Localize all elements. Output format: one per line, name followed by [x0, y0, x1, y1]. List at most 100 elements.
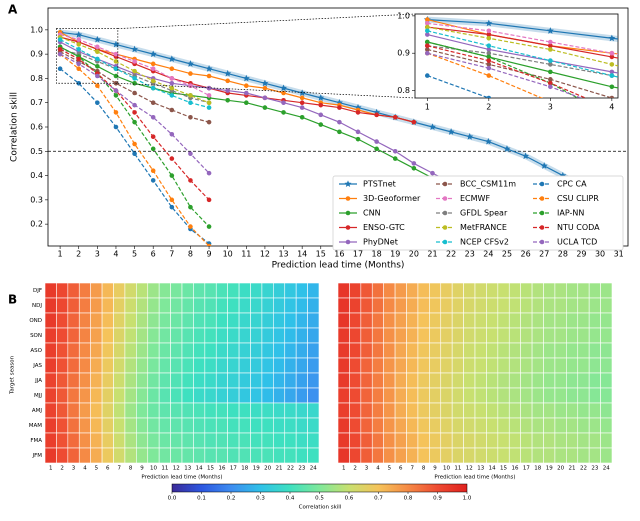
heat-cell — [90, 357, 103, 374]
heat-cell — [451, 357, 464, 374]
heat-cell — [124, 357, 137, 374]
heat-cell — [463, 327, 476, 344]
marker — [486, 35, 492, 41]
heat-cell — [531, 297, 544, 314]
heat-cell — [136, 402, 149, 419]
heat-cell — [337, 417, 350, 434]
heat-cell — [113, 417, 126, 434]
heat-cell — [90, 342, 103, 359]
colorbar-tick-label: 0.6 — [345, 496, 354, 502]
marker — [345, 225, 351, 230]
x-tick-label: 3 — [365, 466, 369, 472]
heat-cell — [147, 432, 160, 449]
y-tick-label: 0.2 — [30, 220, 43, 229]
x-tick-label: 15 — [500, 466, 507, 472]
heat-cell — [520, 312, 533, 329]
heat-cell — [170, 342, 183, 359]
x-tick-label: 9 — [433, 466, 437, 472]
marker — [374, 139, 379, 144]
heat-cell — [417, 282, 430, 299]
x-tick-label: 15 — [207, 466, 214, 472]
heat-cell — [295, 357, 308, 374]
marker — [546, 27, 554, 34]
heat-cell — [543, 372, 556, 389]
heat-cell — [273, 297, 286, 314]
heat-cell — [440, 282, 453, 299]
heat-cell — [520, 417, 533, 434]
heat-cell — [101, 417, 114, 434]
heat-cell — [67, 342, 80, 359]
marker — [374, 146, 379, 152]
marker — [447, 128, 455, 135]
heat-cell — [147, 327, 160, 344]
heat-cell — [349, 297, 362, 314]
heat-cell — [101, 357, 114, 374]
heat-cell — [520, 402, 533, 419]
heat-cell — [261, 447, 274, 464]
x-tick-label: 29 — [576, 250, 586, 259]
heat-cell — [600, 342, 613, 359]
heat-cell — [295, 432, 308, 449]
marker — [225, 97, 230, 103]
marker — [95, 83, 100, 89]
heat-cell — [383, 402, 396, 419]
heat-cell — [554, 387, 567, 404]
x-tick-label: 21 — [276, 466, 283, 472]
heat-cell — [78, 297, 91, 314]
heat-cell — [429, 297, 442, 314]
panel-label: A — [8, 3, 18, 17]
y-tick-label: DJF — [33, 288, 42, 294]
marker — [57, 46, 63, 52]
heat-cell — [113, 297, 126, 314]
marker — [466, 133, 474, 140]
heat-cell — [284, 357, 297, 374]
heat-cell — [215, 387, 228, 404]
heat-cell — [577, 402, 590, 419]
heat-cell — [554, 312, 567, 329]
heat-cell — [543, 402, 556, 419]
heat-cell — [44, 372, 57, 389]
heat-cell — [44, 432, 57, 449]
marker — [609, 62, 615, 67]
series-group — [56, 28, 604, 246]
marker — [281, 110, 286, 115]
heat-cell — [113, 432, 126, 449]
heat-cell — [531, 342, 544, 359]
heat-cell — [204, 282, 217, 299]
heat-cell — [600, 327, 613, 344]
heat-cell — [451, 447, 464, 464]
x-axis-label: Prediction lead time (Months) — [434, 475, 515, 481]
heat-cell — [78, 342, 91, 359]
heat-cell — [360, 342, 373, 359]
colorbar-tick-label: 0.0 — [168, 496, 177, 502]
heat-cell — [67, 327, 80, 344]
heat-cell — [284, 387, 297, 404]
heat-cell — [531, 432, 544, 449]
heat-cell — [486, 282, 499, 299]
heat-cell — [394, 297, 407, 314]
heat-cell — [238, 432, 251, 449]
marker — [299, 95, 305, 101]
heat-cell — [406, 447, 419, 464]
heat-cell — [417, 417, 430, 434]
heat-cell — [406, 327, 419, 344]
marker — [224, 69, 232, 77]
heat-cell — [577, 357, 590, 374]
marker — [522, 152, 530, 160]
heat-cell — [337, 372, 350, 389]
heat-cell — [238, 402, 251, 419]
heat-cell — [360, 357, 373, 374]
marker — [188, 151, 193, 157]
heat-cell — [349, 417, 362, 434]
heat-cell — [44, 297, 57, 314]
heat-cell — [170, 432, 183, 449]
heat-cell — [417, 372, 430, 389]
heat-cell — [193, 342, 206, 359]
heat-cell — [520, 342, 533, 359]
heat-cell — [101, 372, 114, 389]
marker — [206, 100, 212, 106]
heat-cell — [56, 357, 69, 374]
y-tick-label: 1.0 — [30, 25, 43, 34]
x-tick-label: 24 — [603, 466, 610, 472]
marker — [95, 44, 100, 50]
